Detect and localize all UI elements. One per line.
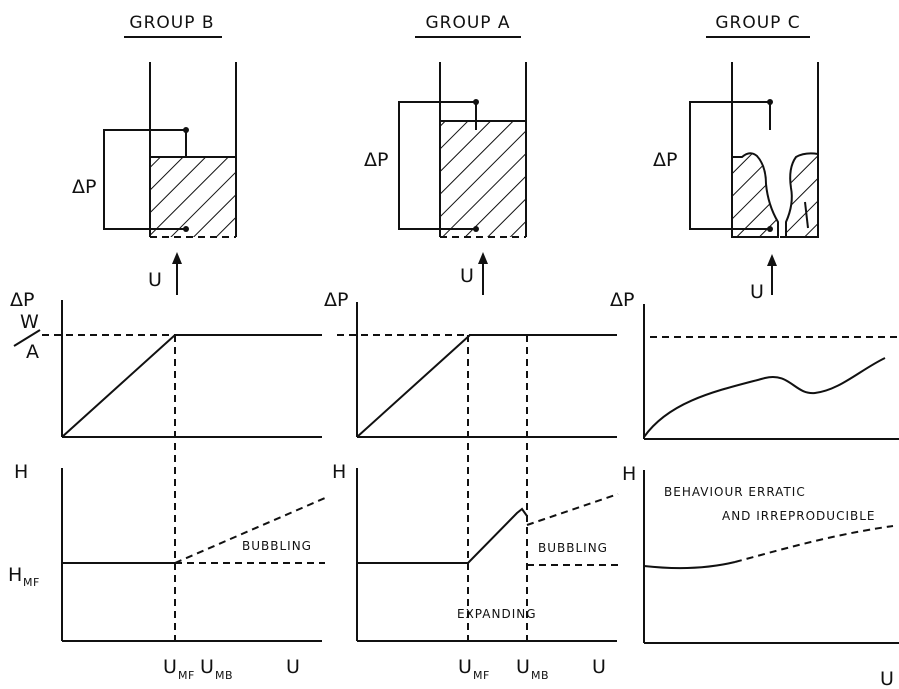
group-c-bed-packing-left: [731, 152, 779, 238]
group-a-umf-label: U: [458, 656, 472, 678]
group-c-dp-axis-label: ΔP: [610, 289, 634, 311]
group-c-title: GROUP C: [715, 13, 800, 33]
group-a-umb-label: U: [516, 656, 530, 678]
group-c-pressure-curve: [643, 357, 886, 438]
group-b-title: GROUP B: [129, 13, 214, 33]
group-b-pressure-curve: [61, 334, 322, 438]
group-b-umb-label: U: [200, 656, 214, 678]
group-b-bubbling-upper: [174, 497, 326, 564]
group-a-umf-subscript: MF: [473, 669, 490, 682]
group-b-delta-p-label: ΔP: [72, 176, 96, 198]
group-c-bed-apparatus: ΔP U: [653, 62, 819, 303]
group-a-u-label: U: [460, 265, 474, 287]
group-a-pressure-curve: [356, 334, 617, 438]
group-a-height-chart: H BUBBLING EXPANDING: [332, 461, 619, 642]
group-a-dp-axis-label: ΔP: [324, 289, 348, 311]
group-b-umf-subscript: MF: [178, 669, 195, 682]
group-c-crack: [804, 201, 809, 229]
group-a-panel: GROUP A ΔP U ΔP H: [324, 13, 619, 682]
group-a-bed-apparatus: ΔP U: [364, 62, 527, 295]
group-a-x-axis-label: U: [592, 656, 606, 678]
group-a-bed-packing: [440, 121, 526, 237]
group-a-h-axis-label: H: [332, 461, 346, 483]
group-a-bubbling-upper: [526, 493, 619, 526]
group-c-height-chart: H BEHAVIOUR ERRATIC AND IRREPRODUCIBLE: [622, 463, 899, 644]
group-b-panel: GROUP B ΔP U ΔP W A: [8, 13, 326, 682]
group-b-umf-label: U: [163, 656, 177, 678]
group-c-delta-p-label: ΔP: [653, 149, 677, 171]
group-a-manometer: [398, 101, 477, 230]
group-a-pressure-chart: ΔP: [324, 289, 617, 438]
group-a-delta-p-label: ΔP: [364, 149, 388, 171]
group-b-height-chart: H H MF BUBBLING: [8, 461, 326, 642]
group-b-hmf-label: H: [8, 564, 22, 586]
group-b-h-axis-label: H: [14, 461, 28, 483]
group-b-bed-packing: [150, 157, 236, 237]
group-c-panel: GROUP C ΔP U ΔP H: [610, 13, 899, 689]
group-b-u-label: U: [148, 269, 162, 291]
group-a-umb-subscript: MB: [531, 669, 549, 682]
group-c-erratic-label-line2: AND IRREPRODUCIBLE: [722, 509, 876, 523]
group-a-expanding-label: EXPANDING: [457, 607, 537, 621]
group-c-u-label: U: [750, 281, 764, 303]
group-c-x-axis-label: U: [880, 668, 894, 689]
group-c-erratic-label-line1: BEHAVIOUR ERRATIC: [664, 485, 806, 499]
group-a-bubbling-label: BUBBLING: [538, 541, 608, 555]
group-c-bed-packing-right: [785, 152, 819, 238]
group-c-pressure-chart: ΔP: [610, 289, 899, 440]
group-b-umb-subscript: MB: [215, 669, 233, 682]
group-b-manometer: [103, 129, 187, 230]
group-a-expanding-curve: [357, 507, 528, 564]
group-b-pressure-chart: ΔP W A: [10, 289, 322, 438]
group-b-bubbling-label: BUBBLING: [242, 539, 312, 553]
group-c-manometer: [689, 101, 771, 230]
group-c-h-axis-label: H: [622, 463, 636, 485]
group-b-wa-slash: [13, 329, 41, 347]
group-c-erratic-curve: [734, 525, 894, 563]
group-b-wa-numerator: W: [20, 311, 39, 333]
group-b-wa-denominator: A: [26, 341, 39, 363]
group-b-dp-axis-label: ΔP: [10, 289, 34, 311]
group-c-bed-height-line: [643, 561, 736, 570]
group-b-x-axis-label: U: [286, 656, 300, 678]
group-a-title: GROUP A: [425, 13, 510, 33]
group-b-bed-apparatus: ΔP U: [72, 62, 237, 295]
group-b-hmf-subscript: MF: [23, 576, 40, 589]
